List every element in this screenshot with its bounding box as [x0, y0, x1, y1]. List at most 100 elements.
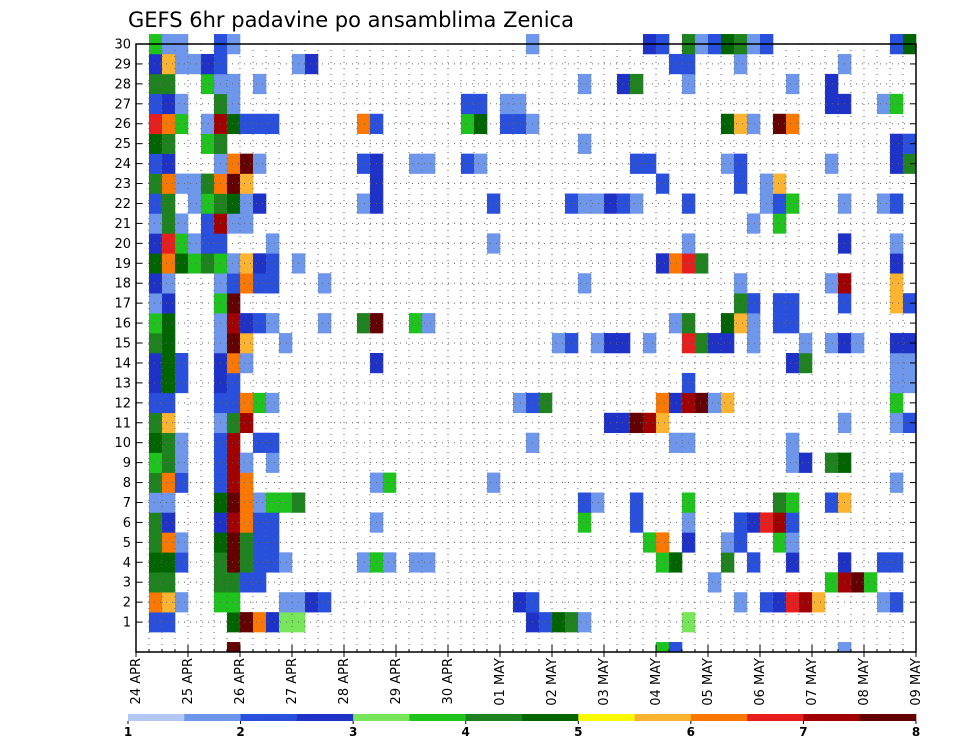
heatmap-cell — [149, 532, 163, 553]
heatmap-cell — [773, 492, 787, 513]
heatmap-cell — [253, 492, 267, 513]
heatmap-cell — [279, 492, 293, 513]
heatmap-cell — [175, 532, 189, 553]
heatmap-cell — [461, 153, 475, 174]
y-tick-label: 29 — [114, 57, 131, 72]
x-tick-label: 25 APR — [181, 658, 196, 704]
heatmap-cell — [175, 173, 189, 194]
heatmap-cell — [162, 133, 176, 154]
heatmap-cell — [773, 313, 787, 334]
heatmap-cell — [773, 512, 787, 533]
heatmap-cell — [162, 333, 176, 354]
heatmap-cell — [747, 333, 761, 354]
heatmap-cell — [695, 392, 709, 414]
heatmap-cell — [253, 572, 267, 593]
heatmap-cell — [565, 193, 579, 214]
heatmap-cell — [409, 552, 423, 573]
heatmap-cell — [825, 452, 839, 473]
heatmap-cell — [201, 213, 215, 234]
heatmap-cell — [253, 392, 267, 414]
heatmap-cell — [149, 333, 163, 354]
heatmap-cell — [149, 253, 163, 274]
heatmap-cell — [227, 472, 241, 493]
heatmap-cell — [240, 612, 254, 633]
y-tick-label: 15 — [114, 337, 131, 352]
y-tick-label: 8 — [123, 476, 131, 491]
heatmap-cell — [422, 153, 436, 174]
heatmap-cell — [227, 193, 241, 214]
heatmap-cell — [266, 273, 280, 294]
heatmap-cell — [786, 313, 800, 334]
heatmap-cell — [266, 233, 280, 254]
heatmap-cell — [786, 492, 800, 513]
heatmap-cell — [565, 333, 579, 354]
heatmap-cell — [630, 412, 644, 434]
heatmap-cell — [240, 412, 254, 434]
colorbar-segment — [747, 714, 804, 721]
heatmap-cell — [201, 193, 215, 214]
heatmap-cell — [149, 313, 163, 334]
heatmap-cell — [149, 113, 163, 134]
heatmap-cell — [149, 572, 163, 593]
heatmap-cell — [617, 193, 631, 214]
heatmap-cell — [240, 552, 254, 573]
heatmap-cell — [227, 213, 241, 234]
heatmap-cell — [669, 642, 683, 652]
y-tick-label: 11 — [114, 416, 131, 431]
heatmap-cell — [578, 133, 592, 154]
y-tick-label: 18 — [114, 277, 131, 292]
heatmap-cell — [591, 193, 605, 214]
heatmap-cell — [890, 412, 904, 434]
colorbar-label: 3 — [349, 725, 357, 739]
heatmap-cell — [890, 472, 904, 493]
chart-title: GEFS 6hr padavine po ansamblima Zenica — [128, 8, 574, 32]
heatmap-cell — [227, 572, 241, 593]
heatmap-cell — [773, 293, 787, 314]
heatmap-cell — [656, 532, 670, 553]
heatmap-cell — [162, 492, 176, 513]
heatmap-cell — [149, 552, 163, 573]
heatmap-cell — [409, 313, 423, 334]
heatmap-cell — [708, 333, 722, 354]
heatmap-cell — [825, 273, 839, 294]
heatmap-cell — [201, 53, 215, 75]
heatmap-cell — [669, 432, 683, 453]
heatmap-cell — [175, 53, 189, 75]
heatmap-cell — [240, 472, 254, 493]
heatmap-cell — [890, 392, 904, 414]
x-axis-ticks: 24 APR 25 APR 26 APR 27 APR 28 APR 29 APR 30 A… — [129, 645, 924, 706]
x-tick-label: 03 MAY — [597, 658, 612, 706]
heatmap-cell — [851, 572, 865, 593]
colorbar-label: 4 — [462, 725, 470, 739]
heatmap-cell — [253, 153, 267, 174]
heatmap-cell — [175, 213, 189, 234]
heatmap-cell — [630, 492, 644, 513]
heatmap-cell — [578, 73, 592, 95]
heatmap-cell — [227, 93, 241, 115]
heatmap-cell — [890, 293, 904, 314]
heatmap-cell — [734, 313, 748, 334]
heatmap-cell — [227, 372, 241, 394]
heatmap-cell — [227, 492, 241, 513]
heatmap-cell — [149, 612, 163, 633]
heatmap-cell — [591, 333, 605, 354]
colorbar-segment — [409, 714, 467, 721]
heatmap-cell — [773, 592, 787, 613]
heatmap-cell — [162, 512, 176, 533]
heatmap-cell — [188, 233, 202, 254]
heatmap-cell — [539, 612, 553, 633]
heatmap-cell — [240, 173, 254, 194]
heatmap-cell — [266, 612, 280, 633]
heatmap-cell — [162, 273, 176, 294]
heatmap-cell — [149, 372, 163, 394]
heatmap-cell — [565, 612, 579, 633]
heatmap-cell — [240, 153, 254, 174]
heatmap-cell — [786, 552, 800, 573]
heatmap-cell — [578, 492, 592, 513]
heatmap-cell — [630, 153, 644, 174]
heatmap-cell — [201, 73, 215, 95]
heatmap-cell — [162, 113, 176, 134]
heatmap-cell — [487, 472, 501, 493]
heatmap-cell — [240, 512, 254, 533]
heatmap-cell — [786, 352, 800, 374]
